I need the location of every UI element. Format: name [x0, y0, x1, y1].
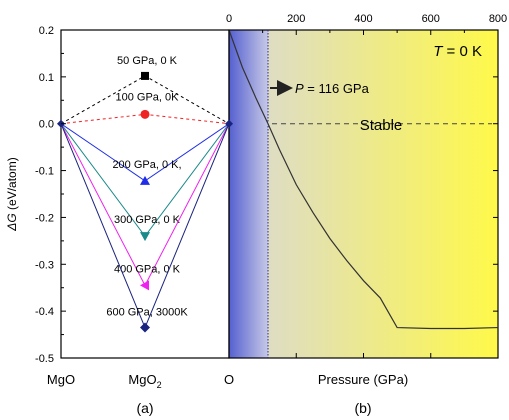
x-tick-label: 400: [354, 13, 372, 25]
pressure-value: = 116 GPa: [304, 81, 370, 96]
data-point: [140, 322, 150, 333]
category-label-mgo2: MgO2: [128, 372, 161, 390]
stable-label: Stable: [360, 117, 403, 134]
series-label: 300 GPa, 0 K: [114, 214, 181, 226]
y-tick-label: -0.3: [35, 259, 54, 271]
x-axis: 0 200 400 600 800: [226, 13, 507, 358]
data-point: [140, 232, 150, 242]
y-tick-label: -0.2: [35, 212, 54, 224]
series-line: [60, 123, 230, 287]
y-tick-label: 0.0: [39, 119, 54, 131]
endpoint-marker: [225, 119, 233, 128]
data-point: [140, 175, 150, 185]
y-tick-label: 0.1: [39, 72, 54, 84]
y-axis-label-unit: (eV/atom): [5, 157, 19, 213]
x-axis-label: Pressure (GPa): [318, 372, 408, 387]
temperature-label: T = 0 K: [433, 43, 482, 60]
panel-a-plot: 50 GPa, 0 K 100 GPa, 0K 200 GPa, 0 K, 300 G…: [57, 55, 233, 333]
x-tick-label: 800: [489, 13, 507, 25]
y-axis: 0.2 0.1 0.0 -0.1 -0.2 -0.3 -0.4 -0.5: [35, 25, 498, 365]
series-label: 100 GPa, 0K: [116, 91, 180, 103]
unstable-region-background: [229, 30, 269, 358]
y-axis-label-symbol: ΔG: [5, 213, 19, 231]
y-axis-label: ΔG (eV/atom): [5, 157, 19, 231]
enthalpy-curve: [228, 29, 499, 330]
x-tick-label: 600: [422, 13, 440, 25]
data-point: [140, 109, 150, 119]
y-tick-label: -0.1: [35, 166, 54, 178]
x-tick-label: 200: [287, 13, 305, 25]
panel-b-label: (b): [354, 400, 371, 416]
temperature-value: = 0 K: [442, 43, 482, 60]
temperature-symbol: T: [433, 43, 444, 60]
x-tick-label: 0: [226, 13, 232, 25]
pressure-symbol: P: [295, 81, 304, 96]
data-point: [140, 280, 149, 291]
category-label-mgo: MgO: [47, 372, 75, 387]
series-label: 50 GPa, 0 K: [117, 55, 178, 67]
y-tick-label: -0.4: [35, 306, 54, 318]
y-tick-label: 0.2: [39, 25, 54, 37]
transition-pressure-label: P = 116 GPa: [295, 81, 370, 96]
data-point: [141, 71, 149, 80]
mgo2-subscript: 2: [157, 380, 162, 390]
y-tick-label: -0.5: [35, 353, 54, 365]
series-label: 400 GPa, 0 K: [114, 263, 181, 275]
series-label: 200 GPa, 0 K,: [112, 159, 181, 171]
series-label: 600 GPa, 3000K: [106, 307, 188, 319]
panel-a-label: (a): [136, 400, 153, 416]
panel-b-plot: [228, 29, 499, 358]
category-label-o: O: [224, 372, 234, 387]
